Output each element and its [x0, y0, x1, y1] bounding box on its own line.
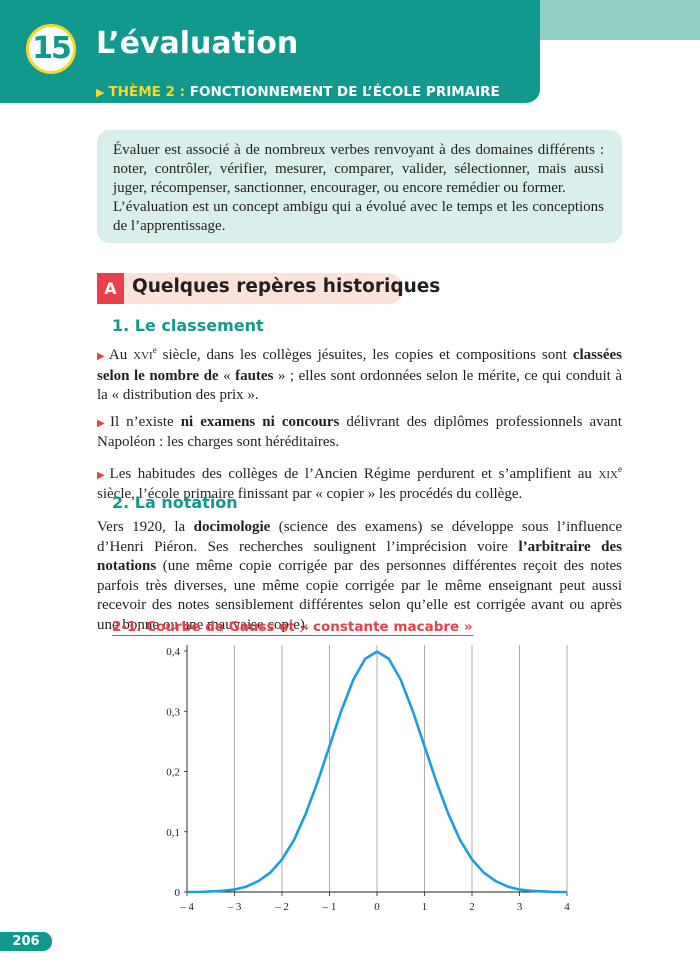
text: e	[152, 345, 157, 355]
text: xvi	[133, 347, 153, 363]
subsection-body: Vers 1920, la docimologie (science des e…	[97, 518, 622, 642]
y-tick-label: 0,3	[166, 706, 180, 718]
section-title: Quelques repères historiques	[132, 276, 441, 297]
intro-paragraph: Évaluer est associé à de nombreux verbes…	[113, 142, 604, 196]
text: e	[618, 463, 622, 474]
x-tick-label: – 3	[227, 901, 242, 913]
chapter-title: L’évaluation	[96, 26, 299, 61]
y-tick-label: 0	[175, 887, 181, 899]
text-bold: classées selon le nombre de	[97, 347, 622, 384]
x-tick-label: – 2	[274, 901, 289, 913]
subsection-body: ▶ Au xvie siècle, dans les collèges jésui…	[97, 341, 622, 512]
intro-paragraph: L’évaluation est un concept ambigu qui a…	[113, 199, 604, 234]
text: (une même copie corrigée par des personn…	[97, 558, 622, 633]
text: Vers 1920, la	[97, 519, 194, 535]
y-tick-label: 0,1	[166, 827, 180, 839]
theme-title: FONCTIONNEMENT DE L’ÉCOLE PRIMAIRE	[189, 84, 500, 100]
text-bold: l’arbitraire des notations	[97, 538, 622, 575]
bullet-icon: ▶	[97, 469, 108, 481]
subsection-title: 1. Le classement	[112, 316, 264, 335]
text: «	[218, 367, 236, 384]
text: siècle, dans les collèges jésuites, les …	[156, 347, 573, 363]
arrow-icon: ▶	[96, 86, 105, 99]
text: siècle, l’école primaire finissant par «…	[97, 486, 523, 502]
text: délivrant des diplômes professionnels av…	[97, 413, 622, 451]
x-tick-label: 4	[564, 901, 570, 913]
text: Au	[108, 347, 134, 363]
x-tick-label: 0	[374, 901, 380, 913]
text: Il n’existe	[109, 413, 181, 430]
page-number: 206	[0, 932, 52, 951]
text: Les habitudes des collèges de l’Ancien R…	[109, 465, 599, 482]
text: » ; elles sont ordonnées selon le mérite…	[97, 367, 622, 404]
x-tick-label: – 4	[179, 901, 194, 913]
bullet-item: ▶ Il n’existe ni examens ni concours déli…	[97, 413, 622, 453]
text: (science des examens) se développe sous …	[97, 519, 622, 555]
figure-title: 2-1. Courbe de Gauss et « constante maca…	[112, 619, 473, 636]
x-tick-label: 2	[469, 901, 475, 913]
theme-label: THÈME 2 :	[108, 84, 186, 100]
curve	[187, 650, 567, 894]
x-tick-label: – 1	[322, 901, 337, 913]
section-letter: A	[97, 273, 124, 304]
theme: ▶ THÈME 2 : FONCTIONNEMENT DE L’ÉCOLE PRI…	[96, 84, 500, 100]
bullet-icon: ▶	[97, 351, 107, 362]
text: xix	[598, 465, 618, 482]
bullet-item: ▶ Au xvie siècle, dans les collèges jésui…	[97, 341, 622, 406]
text-bold: fautes	[235, 367, 274, 384]
text-bold: docimologie	[193, 519, 271, 535]
header-accent	[540, 0, 700, 40]
chapter-number: 15	[26, 24, 76, 74]
bullet-icon: ▶	[97, 417, 108, 429]
subsection-title: 2. La notation	[112, 493, 238, 512]
y-tick-label: 0,2	[166, 767, 180, 779]
section-heading: A Quelques repères historiques	[97, 273, 440, 304]
intro-box: Évaluer est associé à de nombreux verbes…	[97, 130, 622, 243]
x-tick-label: 3	[517, 901, 523, 913]
y-tick-label: 0,4	[166, 646, 180, 658]
header-band	[0, 0, 540, 103]
text-bold: ni examens ni concours	[180, 413, 340, 430]
x-tick-label: 1	[422, 901, 428, 913]
bullet-item: ▶ Les habitudes des collèges de l’Ancien …	[97, 460, 622, 505]
paragraph: Vers 1920, la docimologie (science des e…	[97, 518, 622, 635]
